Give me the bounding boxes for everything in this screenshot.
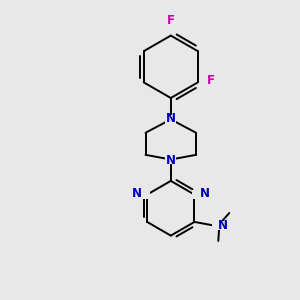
Text: N: N (166, 154, 176, 166)
Text: N: N (200, 188, 210, 200)
Text: N: N (218, 219, 228, 232)
Bar (139, 190, 150, 199)
Bar (201, 78, 211, 87)
Bar (165, 115, 176, 124)
Text: F: F (167, 14, 175, 27)
Bar (192, 190, 203, 199)
Text: N: N (166, 112, 176, 125)
Text: F: F (207, 74, 215, 87)
Bar (212, 221, 223, 230)
Text: N: N (132, 188, 142, 200)
Bar (166, 25, 176, 34)
Bar (165, 155, 176, 164)
